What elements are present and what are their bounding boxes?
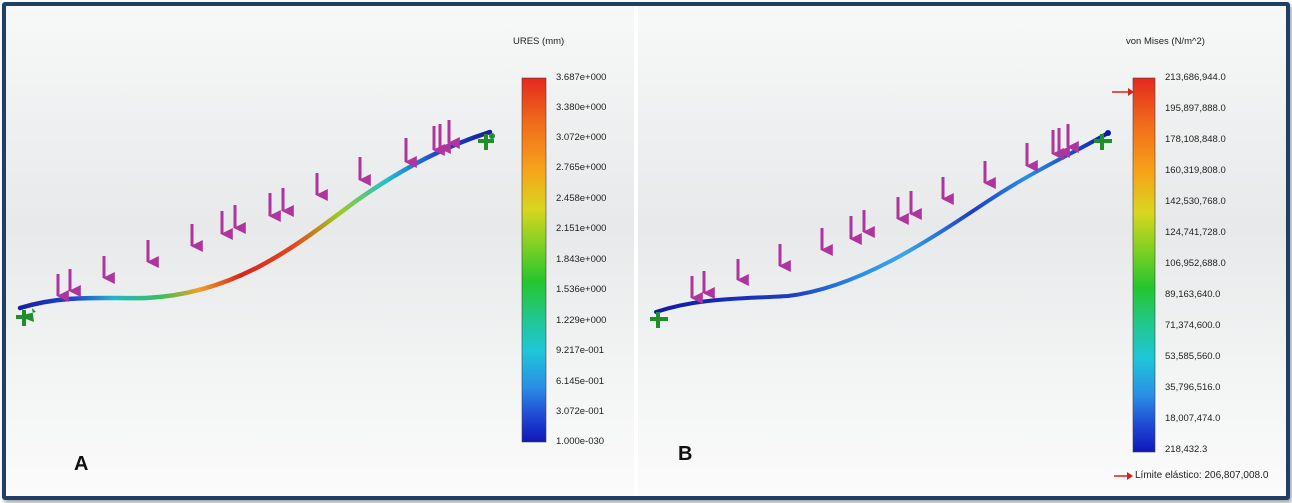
panel-a-displacement: URES (mm) 3.687e+000 3.380e+000 3.072e+0… (6, 6, 634, 496)
colorbar-tick: 2.151e+000 (556, 223, 607, 234)
colorbar-tick: 53,585,560.0 (1165, 351, 1221, 362)
yield-marker-icon (1112, 88, 1134, 96)
fixture-icon (478, 133, 495, 150)
colorbar-tick: 18,007,474.0 (1165, 413, 1221, 424)
colorbar-tick: 89,163,640.0 (1165, 289, 1221, 300)
beam-shape (654, 131, 1110, 314)
fixture-icon (1094, 130, 1112, 150)
panel-label: B (678, 443, 693, 465)
panel-a-drawing (16, 77, 547, 443)
colorbar-tick: 1.536e+000 (556, 284, 607, 295)
yield-strength-label: Límite elástico: 206,807,008.0 (1135, 470, 1269, 481)
panel-label: A (74, 453, 89, 475)
colorbar-tick: 71,374,600.0 (1165, 320, 1221, 331)
colorbar-tick: 213,686,944.0 (1165, 72, 1226, 83)
colorbar-tick: 195,897,888.0 (1165, 103, 1226, 114)
colorbar-tick: 1.843e+000 (556, 254, 607, 265)
colorbar-tick: 1.000e-030 (556, 436, 605, 447)
colorbar-tick: 9.217e-001 (556, 345, 605, 356)
colorbar (521, 77, 547, 443)
colorbar-tick: 3.072e-001 (556, 406, 605, 417)
colorbar-tick: 1.229e+000 (556, 315, 607, 326)
colorbar-tick: 2.458e+000 (556, 193, 607, 204)
colorbar-tick: 106,952,688.0 (1165, 258, 1226, 269)
colorbar-tick: 3.687e+000 (556, 72, 607, 83)
colorbar-title: von Mises (N/m^2) (1126, 36, 1205, 47)
colorbar-tick: 124,741,728.0 (1165, 227, 1226, 238)
colorbar-tick: 178,108,848.0 (1165, 134, 1226, 145)
colorbar-title: URES (mm) (513, 36, 565, 47)
colorbar (1132, 77, 1156, 453)
colorbar-tick: 6.145e-001 (556, 376, 605, 387)
colorbar-tick: 218,432.3 (1165, 444, 1208, 455)
colorbar-tick: 35,796,516.0 (1165, 382, 1221, 393)
colorbar-tick: 3.072e+000 (556, 132, 607, 143)
colorbar-tick: 142,530,768.0 (1165, 196, 1226, 207)
beam-shape (17, 129, 493, 311)
fixture-icon (650, 312, 668, 328)
panel-divider (634, 6, 638, 496)
panel-b-drawing (650, 77, 1156, 480)
fixture-icon (16, 308, 36, 326)
panel-b-stress: von Mises (N/m^2) 213,686,944.0 195,897,… (638, 6, 1286, 496)
colorbar-tick: 2.765e+000 (556, 162, 607, 173)
load-arrows (690, 124, 1079, 304)
yield-legend-arrow-icon (1114, 472, 1133, 480)
load-arrows (56, 120, 460, 302)
colorbar-tick: 160,319,808.0 (1165, 165, 1226, 176)
colorbar-tick: 3.380e+000 (556, 102, 607, 113)
